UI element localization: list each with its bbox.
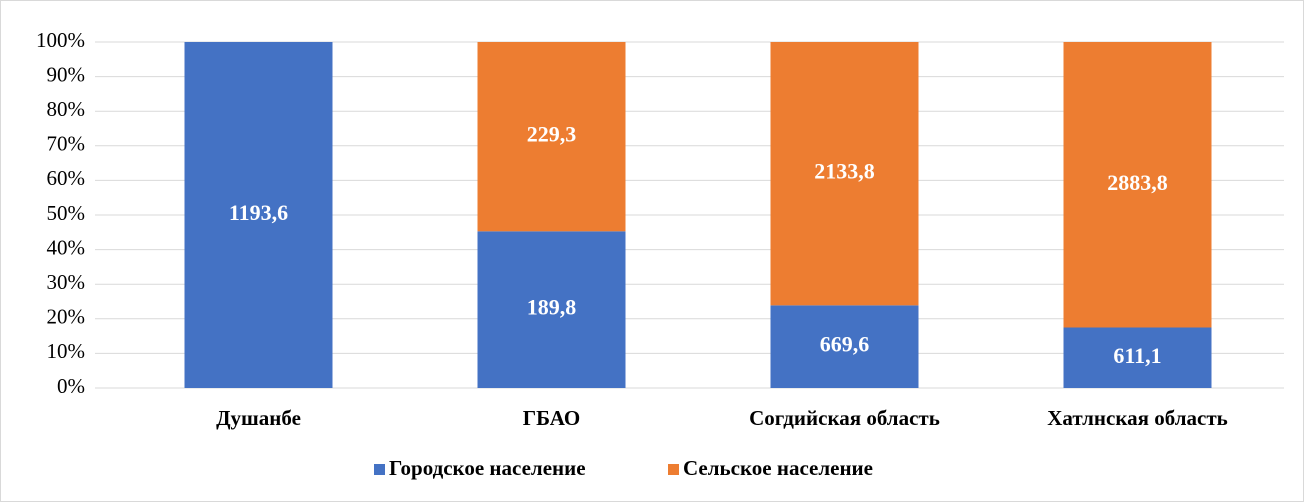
- bar-segment: [770, 305, 919, 388]
- bar-segment: [1063, 327, 1212, 388]
- bar-segment: [770, 42, 919, 306]
- y-tick-label: 40%: [47, 235, 86, 259]
- y-tick-label: 80%: [47, 97, 86, 121]
- value-label: 669,6: [820, 332, 870, 357]
- y-tick-label: 30%: [47, 270, 86, 294]
- y-tick-label: 20%: [47, 305, 86, 329]
- y-tick-label: 10%: [47, 339, 86, 363]
- value-label: 2133,8: [814, 159, 875, 184]
- y-tick-label: 0%: [57, 374, 85, 398]
- x-tick-label: Хатлнская область: [1047, 406, 1228, 430]
- bar-segment: [477, 42, 626, 232]
- value-label: 229,3: [527, 122, 577, 147]
- bar-segment: [184, 42, 333, 388]
- y-tick-label: 100%: [36, 28, 85, 52]
- y-tick-label: 60%: [47, 166, 86, 190]
- legend-label: Сельское население: [683, 456, 873, 480]
- value-label: 2883,8: [1107, 170, 1168, 195]
- x-tick-label: ГБАО: [523, 406, 580, 430]
- bar-segment: [1063, 42, 1212, 328]
- y-tick-label: 50%: [47, 201, 86, 225]
- x-tick-label: Душанбе: [216, 406, 301, 430]
- legend-swatch: [668, 464, 679, 475]
- value-label: 611,1: [1113, 343, 1161, 368]
- y-tick-label: 70%: [47, 132, 86, 156]
- legend-swatch: [374, 464, 385, 475]
- x-tick-label: Согдийская область: [749, 406, 940, 430]
- value-label: 189,8: [527, 295, 577, 320]
- legend-label: Городское население: [389, 456, 586, 480]
- value-label: 1193,6: [229, 200, 288, 225]
- y-tick-label: 90%: [47, 62, 86, 86]
- bar-segment: [477, 231, 626, 388]
